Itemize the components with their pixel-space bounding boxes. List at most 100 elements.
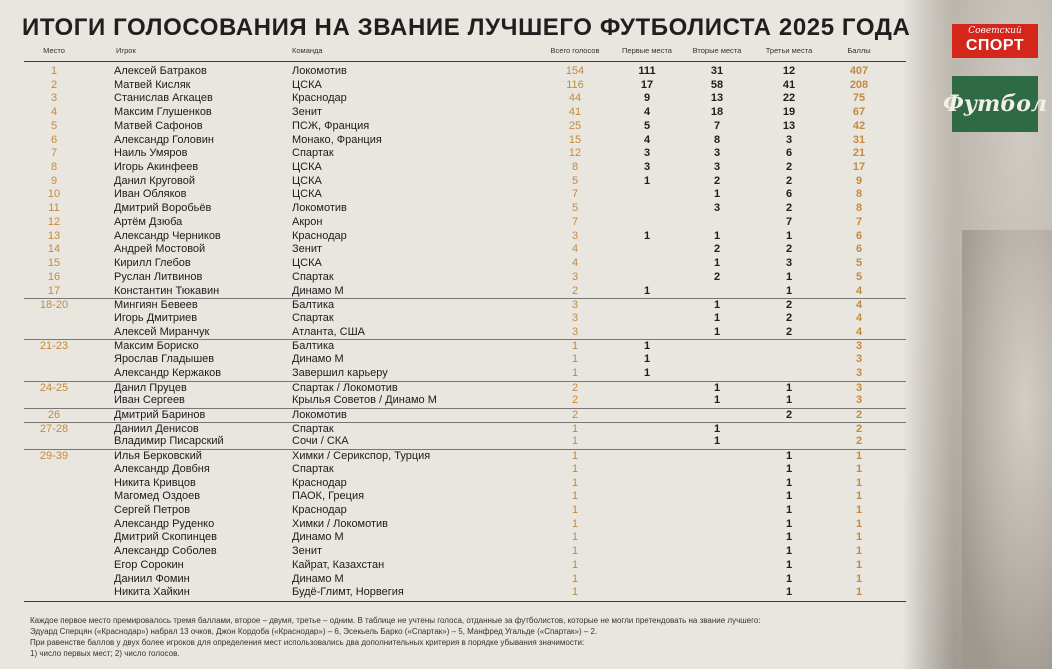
table-row: 29-39 Илья Берковский Химки / Серикспор, Т…	[24, 449, 906, 464]
row-third: 6	[785, 188, 793, 201]
row-player: Андрей Мостовой	[114, 243, 206, 256]
table-row: Александр Соболев Зенит 1 1 1	[24, 545, 906, 559]
row-total: 1	[571, 586, 579, 599]
row-points: 75	[852, 92, 866, 105]
table-row: 6 Александр Головин Монако, Франция 15 4 8 3 31	[24, 134, 906, 148]
row-player: Никита Кривцов	[114, 476, 196, 489]
row-second: 31	[710, 65, 724, 77]
row-place: 16	[47, 270, 61, 283]
row-first: 1	[643, 174, 651, 187]
row-player: Дмитрий Скопинцев	[114, 531, 217, 544]
row-team: Краснодар	[292, 504, 347, 517]
row-second: 1	[713, 257, 721, 270]
row-points: 21	[852, 147, 866, 160]
table-row: 24-25 Данил Пруцев Спартак / Локомотив 2 1 1 3	[24, 380, 906, 396]
row-third: 2	[785, 325, 793, 338]
row-total: 1	[571, 531, 579, 544]
background-rock-lower	[962, 230, 1052, 669]
header-points: Баллы	[847, 46, 871, 55]
row-team: Зенит	[292, 106, 323, 119]
row-place: 21-23	[39, 340, 69, 353]
table-row: 10 Иван Обляков ЦСКА 7 1 6 8	[24, 188, 906, 202]
row-third: 1	[785, 450, 793, 463]
row-place: 8	[50, 161, 58, 174]
row-first: 3	[643, 147, 651, 160]
row-player: Александр Головин	[114, 133, 214, 146]
row-place: 3	[50, 92, 58, 105]
row-third: 12	[782, 65, 796, 77]
row-player: Наиль Умяров	[114, 147, 188, 160]
row-points: 4	[855, 325, 863, 338]
row-place: 2	[50, 78, 58, 91]
row-third: 3	[785, 257, 793, 270]
row-points: 1	[855, 558, 863, 571]
footnote-2: Эдуард Сперцян («Краснодар») набрал 13 о…	[30, 627, 598, 636]
table-row: 8 Игорь Акинфеев ЦСКА 8 3 3 2 17	[24, 161, 906, 175]
table-row: 5 Матвей Сафонов ПСЖ, Франция 25 5 7 13 42	[24, 120, 906, 134]
row-second: 2	[713, 270, 721, 283]
row-team: Кайрат, Казахстан	[292, 558, 385, 571]
row-player: Ярослав Гладышев	[114, 353, 215, 366]
row-total: 12	[568, 147, 582, 160]
row-total: 3	[571, 325, 579, 338]
row-team: Химки / Серикспор, Турция	[292, 450, 431, 463]
row-team: Спартак	[292, 462, 334, 475]
row-points: 1	[855, 586, 863, 599]
table-row: Александр Довбня Спартак 1 1 1	[24, 463, 906, 477]
row-third: 22	[782, 92, 796, 105]
row-place: 18-20	[39, 299, 69, 312]
row-second: 2	[713, 243, 721, 256]
row-total: 1	[571, 517, 579, 530]
table-row: 16 Руслан Литвинов Спартак 3 2 1 5	[24, 271, 906, 285]
row-points: 31	[852, 133, 866, 146]
futbol-logo[interactable]: Футбол	[943, 76, 1047, 132]
futbol-logo-text: Футбол	[943, 91, 1047, 117]
header-team: Команда	[292, 46, 323, 55]
row-total: 1	[571, 435, 579, 448]
row-total: 4	[571, 243, 579, 256]
table-row: Александр Руденко Химки / Локомотив 1 1 1	[24, 518, 906, 532]
row-place: 10	[47, 188, 61, 201]
row-third: 1	[785, 504, 793, 517]
row-points: 3	[855, 366, 863, 379]
sovsport-logo[interactable]: Советский СПОРТ	[952, 24, 1038, 58]
table-row: Алексей Миранчук Атланта, США 3 1 2 4	[24, 326, 906, 340]
row-points: 2	[855, 422, 863, 435]
row-player: Магомед Оздоев	[114, 490, 201, 503]
row-third: 1	[785, 586, 793, 599]
row-total: 4	[571, 257, 579, 270]
sovsport-logo-small: Советский	[968, 26, 1022, 36]
row-total: 8	[571, 161, 579, 174]
row-third: 1	[785, 229, 793, 242]
row-second: 1	[713, 394, 721, 407]
table-header: Место Игрок Команда Всего голосов Первые…	[24, 46, 906, 60]
row-second: 18	[710, 106, 724, 119]
row-total: 1	[571, 353, 579, 366]
row-second: 1	[713, 325, 721, 338]
table-row: 3 Станислав Агкацев Краснодар 44 9 13 22 75	[24, 92, 906, 106]
row-second: 3	[713, 202, 721, 215]
row-first: 1	[643, 284, 651, 297]
row-third: 2	[785, 202, 793, 215]
row-team: Динамо М	[292, 284, 344, 297]
row-team: Будё-Глимт, Норвегия	[292, 586, 404, 599]
row-player: Даниил Денисов	[114, 422, 199, 435]
row-place: 6	[50, 133, 58, 146]
row-second: 1	[713, 299, 721, 312]
row-second: 7	[713, 119, 721, 132]
row-points: 1	[855, 545, 863, 558]
row-second: 1	[713, 311, 721, 324]
page-title: ИТОГИ ГОЛОСОВАНИЯ НА ЗВАНИЕ ЛУЧШЕГО ФУТБ…	[22, 14, 911, 41]
row-total: 2	[571, 284, 579, 297]
row-place: 4	[50, 106, 58, 119]
row-place: 7	[50, 147, 58, 160]
footnotes: Каждое первое место премировалось тремя …	[30, 615, 930, 659]
row-total: 1	[571, 572, 579, 585]
row-third: 2	[785, 299, 793, 312]
row-team: ЦСКА	[292, 78, 322, 91]
row-player: Владимир Писарский	[114, 435, 224, 448]
row-team: Спартак	[292, 270, 334, 283]
row-points: 17	[852, 161, 866, 174]
table-row: 15 Кирилл Глебов ЦСКА 4 1 3 5	[24, 257, 906, 271]
table-row: 1 Алексей Батраков Локомотив 154 111 31 12 407	[24, 65, 906, 79]
